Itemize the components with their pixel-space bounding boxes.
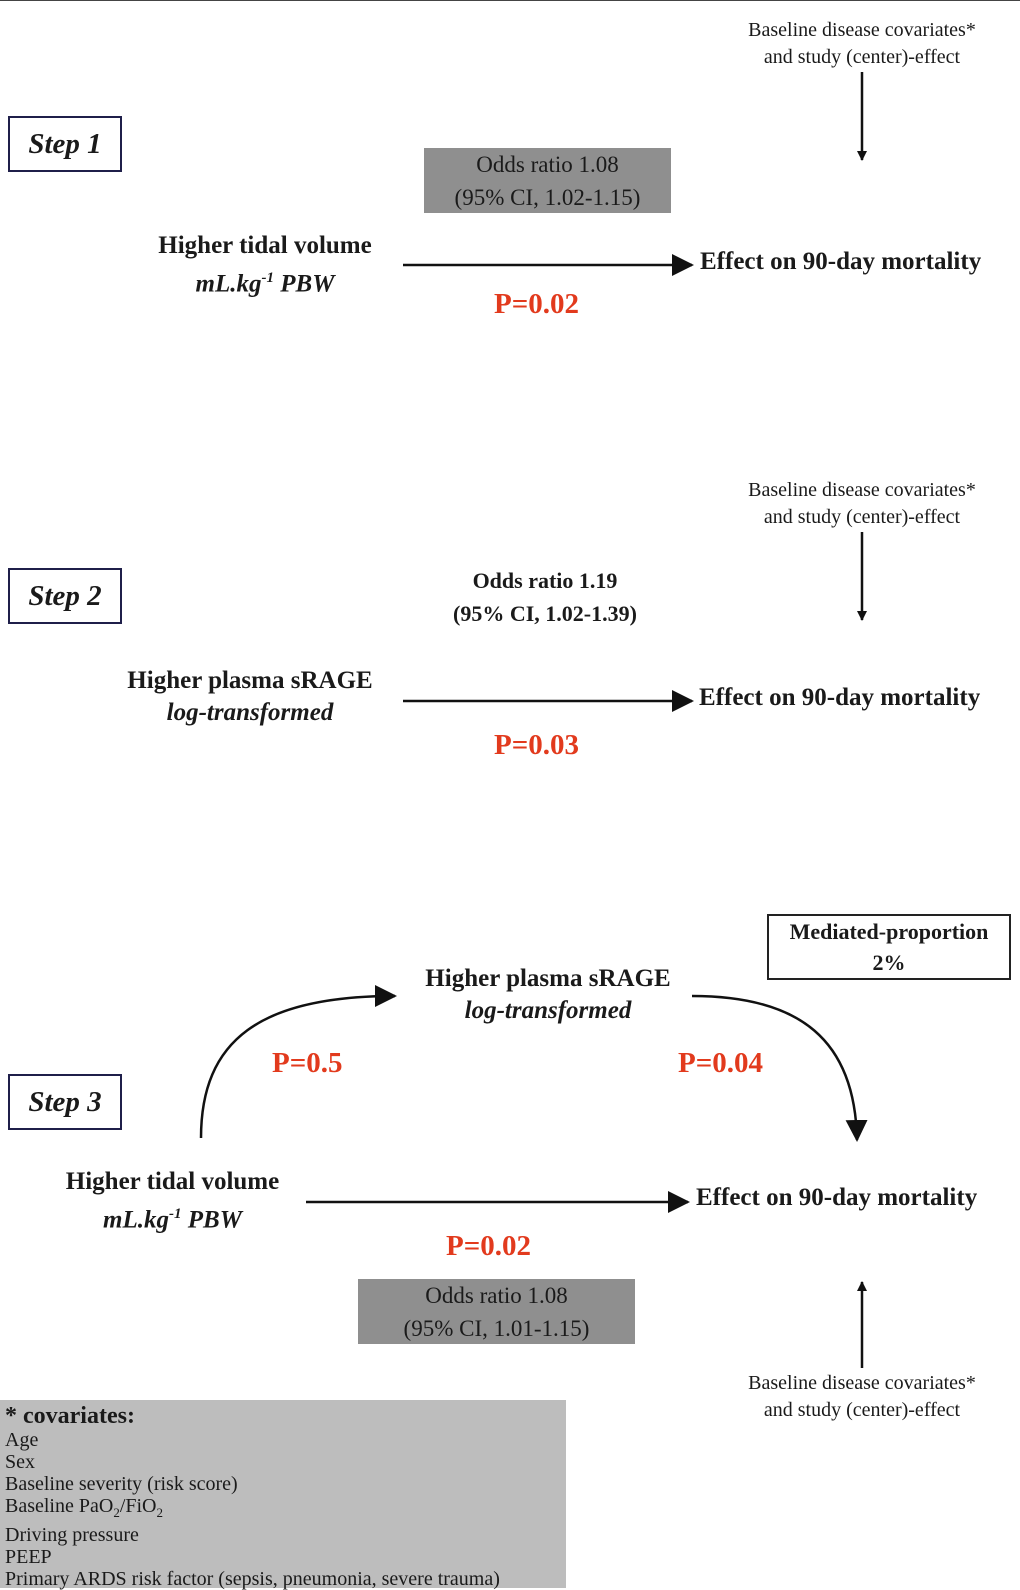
step2-exposure-unit: log-transformed [166,699,334,726]
step1-exposure-label: Higher tidal volume [158,232,372,259]
step1-odds-ratio-box: Odds ratio 1.08 (95% CI, 1.02-1.15) [424,148,671,213]
step3-mediator-unit: log-transformed [464,997,632,1024]
step2-p-value: P=0.03 [494,729,579,761]
covariate-item: PEEP [5,1546,52,1568]
step3-exposure-label: Higher tidal volume [65,1168,280,1195]
step1-odds-ratio: Odds ratio 1.08 [476,151,619,177]
mediated-proportion-title: Mediated-proportion [789,919,989,944]
step2-exposure: Higher plasma sRAGE log-transformed [100,665,400,729]
covariate-item-pao2-fio2: Baseline PaO2/FiO2 [5,1495,163,1520]
step3-outcome: Effect on 90-day mortality [696,1184,978,1211]
step3-right-curved-arrow [691,994,868,1142]
covariates-panel-title: * covariates: [5,1403,135,1429]
step3-ci: (95% CI, 1.01-1.15) [403,1315,590,1341]
step3-p-right: P=0.04 [678,1047,763,1079]
step1-p-value: P=0.02 [494,288,579,320]
step1-exposure-unit: mL.kg-1 PBW [195,270,335,298]
step3-label: Step 3 [28,1085,102,1118]
step3-mediator: Higher plasma sRAGE log-transformed [398,963,698,1027]
step3-label-box: Step 3 [8,1074,122,1130]
covariate-item: Sex [5,1451,35,1473]
step3-p-value: P=0.02 [446,1230,531,1262]
mediated-proportion-value: 2% [872,950,906,975]
step3-left-curved-arrow [199,985,397,1139]
step2-covariates-note: Baseline disease covariates* and study (… [722,477,1002,531]
covariate-item: Primary ARDS risk factor (sepsis, pneumo… [5,1568,500,1590]
covariate-item: Driving pressure [5,1524,139,1546]
step2-outcome: Effect on 90-day mortality [699,684,981,711]
covariates-note-line1: Baseline disease covariates* [748,479,976,501]
top-border-line [0,0,1020,1]
step3-mediator-label: Higher plasma sRAGE [425,965,671,992]
covariate-item: Baseline severity (risk score) [5,1473,238,1495]
step2-odds-ratio: Odds ratio 1.19 [472,568,618,593]
step1-covariates-note: Baseline disease covariates* and study (… [722,17,1002,71]
step2-odds-ratio-block: Odds ratio 1.19 (95% CI, 1.02-1.39) [420,564,670,630]
step2-exposure-label: Higher plasma sRAGE [127,667,373,694]
step1-label: Step 1 [28,127,102,160]
step3-covariates-note: Baseline disease covariates* and study (… [722,1370,1002,1424]
step1-outcome: Effect on 90-day mortality [700,248,982,275]
step2-label-box: Step 2 [8,568,122,624]
step3-odds-ratio: Odds ratio 1.08 [425,1282,568,1308]
step2-label: Step 2 [28,579,102,612]
step1-exposure: Higher tidal volume mL.kg-1 PBW [130,230,400,300]
step3-p-left: P=0.5 [272,1047,343,1079]
step1-label-box: Step 1 [8,116,122,172]
step3-exposure-unit: mL.kg-1 PBW [103,1206,242,1234]
covariate-item: Age [5,1429,39,1451]
step2-ci: (95% CI, 1.02-1.39) [453,601,637,626]
step3-exposure: Higher tidal volume mL.kg-1 PBW [40,1166,305,1236]
step3-odds-ratio-box: Odds ratio 1.08 (95% CI, 1.01-1.15) [358,1279,635,1344]
covariates-note-line2: and study (center)-effect [763,46,961,68]
mediated-proportion-box: Mediated-proportion 2% [767,914,1011,980]
covariates-note-line2: and study (center)-effect [763,1399,961,1421]
covariates-panel: * covariates: Age Sex Baseline severity … [0,1400,566,1590]
step1-ci: (95% CI, 1.02-1.15) [454,184,641,210]
covariates-note-line1: Baseline disease covariates* [748,19,976,41]
covariates-note-line1: Baseline disease covariates* [748,1372,976,1394]
covariates-note-line2: and study (center)-effect [763,506,961,528]
